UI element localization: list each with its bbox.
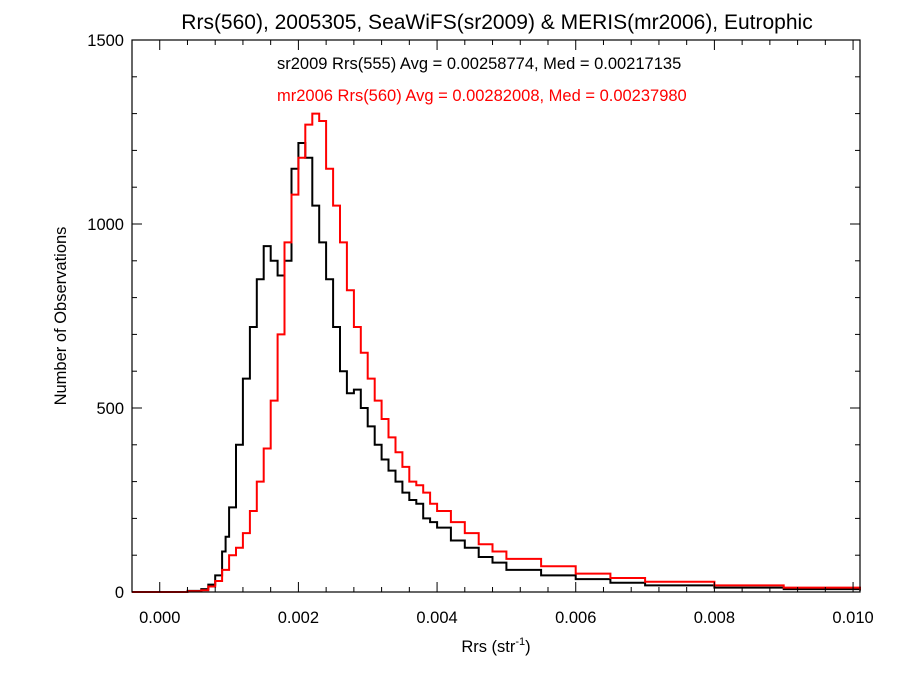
mr2006-stats-annotation: mr2006 Rrs(560) Avg = 0.00282008, Med = …: [277, 87, 687, 105]
x-axis-label-end: ): [525, 638, 531, 656]
x-axis-label-main: Rrs (str: [461, 638, 516, 656]
chart-title: Rrs(560), 2005305, SeaWiFS(sr2009) & MER…: [181, 11, 812, 34]
x-axis-label-superscript: -1: [515, 636, 525, 648]
plot-lines: [132, 112, 861, 593]
x-tick-label: 0.008: [694, 609, 735, 627]
mr2006-histogram-line: [132, 112, 861, 593]
x-tick-label: 0.006: [555, 609, 596, 627]
y-tick-label: 1000: [87, 216, 124, 234]
y-axis-label: Number of Observations: [52, 227, 70, 406]
x-axis-label: Rrs (str-1): [461, 636, 530, 656]
x-tick-label: 0.002: [278, 609, 319, 627]
x-tick-label: 0.000: [139, 609, 180, 627]
sr2009-stats-annotation: sr2009 Rrs(555) Avg = 0.00258774, Med = …: [277, 55, 681, 73]
y-tick-label: 1500: [87, 32, 124, 50]
x-tick-label: 0.010: [832, 609, 873, 627]
plot-frame: [131, 39, 861, 593]
x-tick-label: 0.004: [416, 609, 457, 627]
axis-tick-labels: 0.000 0.002 0.004 0.006 0.008 0.010 0 500 1000 15…: [87, 32, 873, 627]
axis-ticks: [131, 39, 860, 593]
sr2009-histogram-line: [132, 142, 861, 593]
y-tick-label: 0: [115, 584, 124, 602]
y-tick-label: 500: [96, 400, 124, 418]
